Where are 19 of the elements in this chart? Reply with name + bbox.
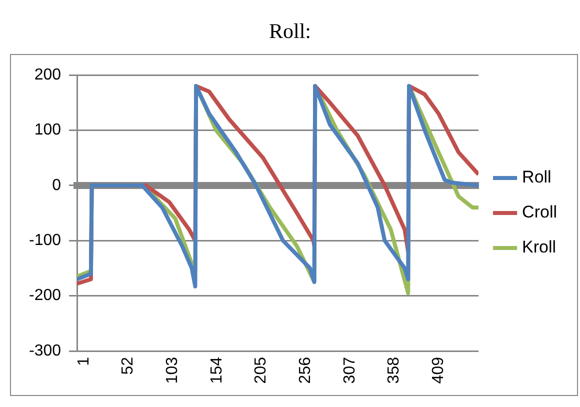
- x-tick-label: 1: [75, 356, 92, 366]
- legend-label: Croll: [522, 202, 558, 222]
- chart-title: Roll:: [268, 18, 312, 45]
- y-tick-label: 0: [52, 176, 62, 194]
- y-tick-label: -100: [28, 232, 62, 250]
- x-tick-label: 103: [164, 356, 182, 384]
- legend-label: Kroll: [522, 238, 556, 257]
- y-tick-label: 200: [34, 66, 62, 84]
- x-tick-label: 358: [386, 356, 403, 384]
- x-tick-label: 307: [341, 356, 358, 384]
- y-tick-label: 100: [34, 122, 62, 139]
- y-tick-label: -300: [28, 342, 62, 360]
- x-tick-label: 409: [430, 356, 447, 384]
- x-tick-label: 256: [297, 356, 314, 384]
- legend-label: Roll: [522, 168, 552, 187]
- x-tick-label: 52: [120, 356, 137, 375]
- x-tick-label: 205: [252, 356, 270, 384]
- y-tick-label: -200: [28, 287, 62, 304]
- x-tick-label: 154: [208, 356, 226, 384]
